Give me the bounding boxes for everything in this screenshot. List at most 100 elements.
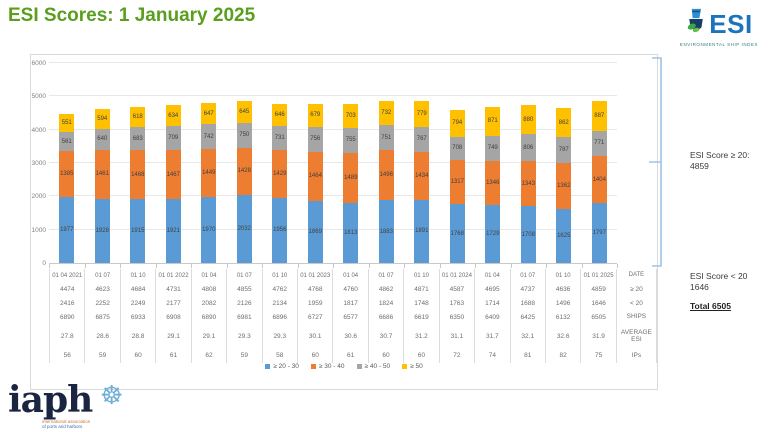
bar-value-label: 1928 xyxy=(95,227,109,234)
bar-segment: 634 xyxy=(165,105,181,127)
bar-value-label: 1915 xyxy=(131,228,145,235)
bar-value-label: 749 xyxy=(487,145,498,152)
table-cell: 1714 xyxy=(474,297,511,310)
table-cell: 31.9 xyxy=(580,324,617,348)
x-tick xyxy=(439,264,441,268)
legend-label: ≥ 20 - 30 xyxy=(273,363,299,370)
bar-segment: 1385 xyxy=(59,150,75,198)
gridline xyxy=(49,95,617,97)
table-row-label: AVERAGE ESI xyxy=(615,324,658,348)
table-cell: 4731 xyxy=(155,282,192,297)
legend-label: ≥ 40 - 50 xyxy=(364,363,391,370)
x-tick xyxy=(333,264,334,268)
y-tick-label: 1000 xyxy=(31,226,46,234)
table-cell: 4808 xyxy=(190,282,227,297)
iaph-logo-subtitle: international association of ports and h… xyxy=(42,419,90,430)
annotation-lt20-label: ESI Score < 20 xyxy=(690,271,748,281)
annotation-ge20-value: 4859 xyxy=(690,161,709,172)
bar-segment: 561 xyxy=(59,132,75,151)
x-tick xyxy=(546,264,547,268)
table-cell: 4862 xyxy=(367,282,404,297)
bar-value-label: 742 xyxy=(203,133,214,140)
table-cell: 1688 xyxy=(509,297,546,310)
bar-segment: 1346 xyxy=(485,160,501,206)
x-tick xyxy=(368,264,370,268)
bar-value-label: 779 xyxy=(416,110,427,117)
table-cell: 31.2 xyxy=(403,324,440,348)
table-cell: 6981 xyxy=(226,310,263,324)
legend-swatch xyxy=(310,364,316,369)
x-tick xyxy=(191,264,192,268)
legend-item: ≥ 30 - 40 xyxy=(310,363,345,370)
table-cell: 01 01 2025 xyxy=(580,269,617,282)
x-tick xyxy=(262,264,263,268)
bar-segment: 1496 xyxy=(378,150,394,201)
table-row: 2416 2252 2249 2177 2082 2126 2134 1959 1817 1824… xyxy=(48,297,658,310)
table-cell: 2082 xyxy=(190,297,227,310)
table-row-label: IPs xyxy=(615,348,658,363)
bar-value-label: 1385 xyxy=(60,171,74,178)
esi-logo-text: ESI xyxy=(709,9,753,39)
table-cell: 56 xyxy=(48,348,85,363)
x-tick xyxy=(155,264,157,268)
table-cell: 1646 xyxy=(580,297,617,310)
bar-segment: 1797 xyxy=(591,203,607,263)
annotation-ge20: ESI Score ≥ 20: 4859 xyxy=(690,150,765,173)
legend-label: ≥ 50 xyxy=(410,363,423,370)
table-cell: 2126 xyxy=(226,297,263,310)
bar-segment: 708 xyxy=(449,136,465,161)
table-cell: 60 xyxy=(296,348,333,363)
page-title: ESI Scores: 1 January 2025 xyxy=(8,5,256,26)
bar-segment: 742 xyxy=(201,124,217,150)
table-cell: 29.1 xyxy=(190,324,227,348)
iaph-subtitle-line1: international association xyxy=(42,419,91,424)
bar-value-label: 618 xyxy=(132,114,143,121)
table-cell: 01 07 xyxy=(509,269,546,282)
bar-value-label: 1464 xyxy=(308,173,322,180)
bar-value-label: 767 xyxy=(416,136,427,143)
table-cell: 01 07 xyxy=(84,269,121,282)
table-cell: 61 xyxy=(155,348,192,363)
table-cell: 6350 xyxy=(438,310,475,324)
bar-value-label: 645 xyxy=(239,108,250,115)
annotation-lt20: ESI Score < 20 1646 xyxy=(690,271,765,294)
bar-segment: 871 xyxy=(485,106,501,136)
table-cell: 1496 xyxy=(544,297,581,310)
bar-segment: 1467 xyxy=(165,150,181,199)
bar-segment: 1404 xyxy=(591,156,607,204)
table-cell: 1748 xyxy=(403,297,440,310)
bar-value-label: 594 xyxy=(97,115,108,122)
table-cell: 6686 xyxy=(367,310,404,324)
bar-value-label: 2032 xyxy=(237,226,251,233)
y-tick-label: 4000 xyxy=(31,126,46,134)
bar-value-label: 887 xyxy=(594,112,605,119)
bar-value-label: 646 xyxy=(274,112,285,119)
bracket-shape xyxy=(649,57,662,267)
table-row: 4474 4623 4684 4731 4808 4855 4762 4768 4760 4862… xyxy=(48,282,658,297)
legend-item: ≥ 50 xyxy=(402,363,423,370)
table-cell: 6890 xyxy=(48,310,85,324)
table-cell: 2177 xyxy=(155,297,192,310)
table-cell: 6577 xyxy=(332,310,369,324)
table-cell: 6132 xyxy=(544,310,581,324)
bar-value-label: 1956 xyxy=(273,227,287,234)
bar-segment: 1461 xyxy=(94,150,110,199)
table-cell: 60 xyxy=(119,348,156,363)
bar-segment: 646 xyxy=(272,104,288,126)
bar-value-label: 1429 xyxy=(273,171,287,177)
table-cell: 30.6 xyxy=(332,324,369,348)
bar-segment: 1813 xyxy=(343,202,359,263)
bar-segment: 1915 xyxy=(130,199,146,263)
table-cell: 01 10 xyxy=(403,269,440,282)
table-cell: 01 04 2021 xyxy=(48,269,85,282)
gridline xyxy=(49,62,617,63)
bar-segment: 767 xyxy=(414,126,430,153)
gridline xyxy=(49,195,617,197)
bar-value-label: 771 xyxy=(594,140,605,147)
table-cell: 6933 xyxy=(119,310,156,324)
bar-segment: 1468 xyxy=(130,150,146,200)
table-cell: 4474 xyxy=(48,282,85,297)
annotation-total: Total 6505 xyxy=(690,301,731,311)
table-cell: 59 xyxy=(84,348,121,363)
bar-value-label: 756 xyxy=(310,136,321,143)
